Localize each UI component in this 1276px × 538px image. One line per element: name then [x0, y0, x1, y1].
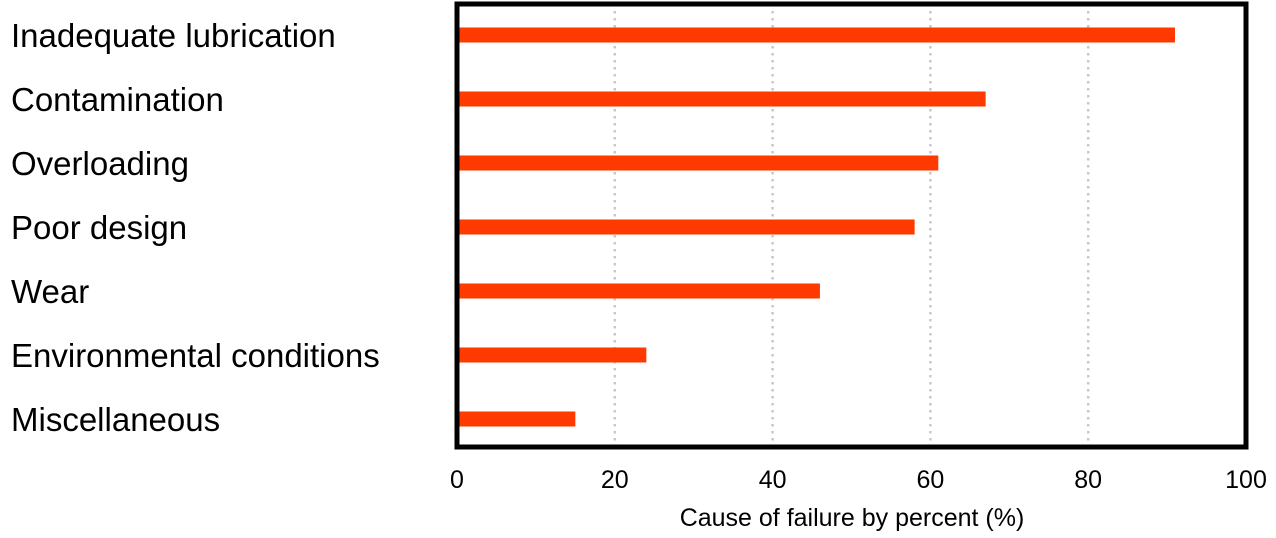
- category-label: Wear: [11, 273, 89, 310]
- bar: [457, 219, 915, 235]
- category-label: Overloading: [11, 145, 189, 182]
- plot-frame: [454, 1, 1249, 450]
- category-label: Environmental conditions: [11, 337, 380, 374]
- bar: [457, 91, 986, 107]
- bar: [457, 283, 820, 299]
- x-tick-label: 40: [759, 466, 787, 494]
- x-tick-label: 80: [1074, 466, 1102, 494]
- category-label: Poor design: [11, 209, 187, 246]
- bar: [457, 27, 1175, 43]
- bars: [457, 27, 1175, 427]
- category-label: Inadequate lubrication: [11, 17, 336, 54]
- bar: [457, 347, 647, 363]
- x-tick-label: 100: [1225, 466, 1267, 494]
- x-tick-label: 60: [916, 466, 944, 494]
- x-axis-title: Cause of failure by percent (%): [680, 504, 1025, 532]
- category-label: Contamination: [11, 81, 224, 118]
- category-label: Miscellaneous: [11, 401, 220, 438]
- bar: [457, 411, 576, 427]
- x-tick-label: 20: [601, 466, 629, 494]
- category-labels: Inadequate lubrication Contamination Overl…: [11, 17, 380, 438]
- bar: [457, 155, 939, 171]
- x-tick-labels: 0 20 40 60 80 100: [450, 466, 1267, 494]
- x-tick-label: 0: [450, 466, 464, 494]
